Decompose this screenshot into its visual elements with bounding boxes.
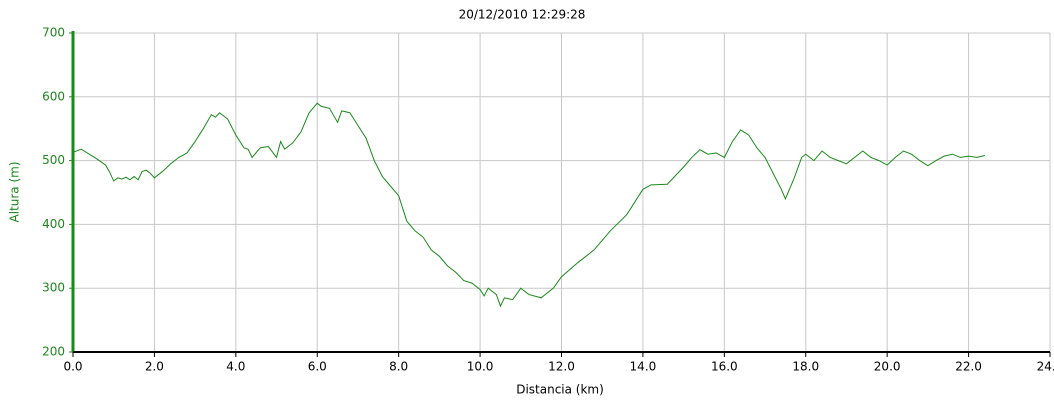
x-tick-label: 2.0 (145, 360, 164, 374)
x-tick-label: 18.0 (792, 360, 819, 374)
chart-title: 20/12/2010 12:29:28 (459, 8, 586, 22)
elevation-line (72, 102, 985, 308)
x-tick-label: 20.0 (874, 360, 901, 374)
y-axis-label: Altura (m) (8, 161, 22, 222)
x-tick-label: 4.0 (226, 360, 245, 374)
x-tick-label: 8.0 (389, 360, 408, 374)
x-tick-label: 12.0 (548, 360, 575, 374)
x-tick-label: 10.0 (467, 360, 494, 374)
x-tick-label: 0.0 (63, 360, 82, 374)
x-tick-label: 14.0 (630, 360, 657, 374)
x-tick-label: 6.0 (308, 360, 327, 374)
y-tick-label: 500 (42, 153, 65, 167)
x-tick-label: 16.0 (711, 360, 738, 374)
y-tick-label: 400 (42, 217, 65, 231)
y-tick-label: 200 (42, 345, 65, 359)
y-tick-label: 700 (42, 26, 65, 40)
x-tick-label: 22.0 (955, 360, 982, 374)
x-axis-label: Distancia (km) (516, 383, 604, 397)
x-tick-label: 24.0 (1037, 360, 1054, 374)
y-tick-label: 600 (42, 89, 65, 103)
y-tick-label: 300 (42, 281, 65, 295)
